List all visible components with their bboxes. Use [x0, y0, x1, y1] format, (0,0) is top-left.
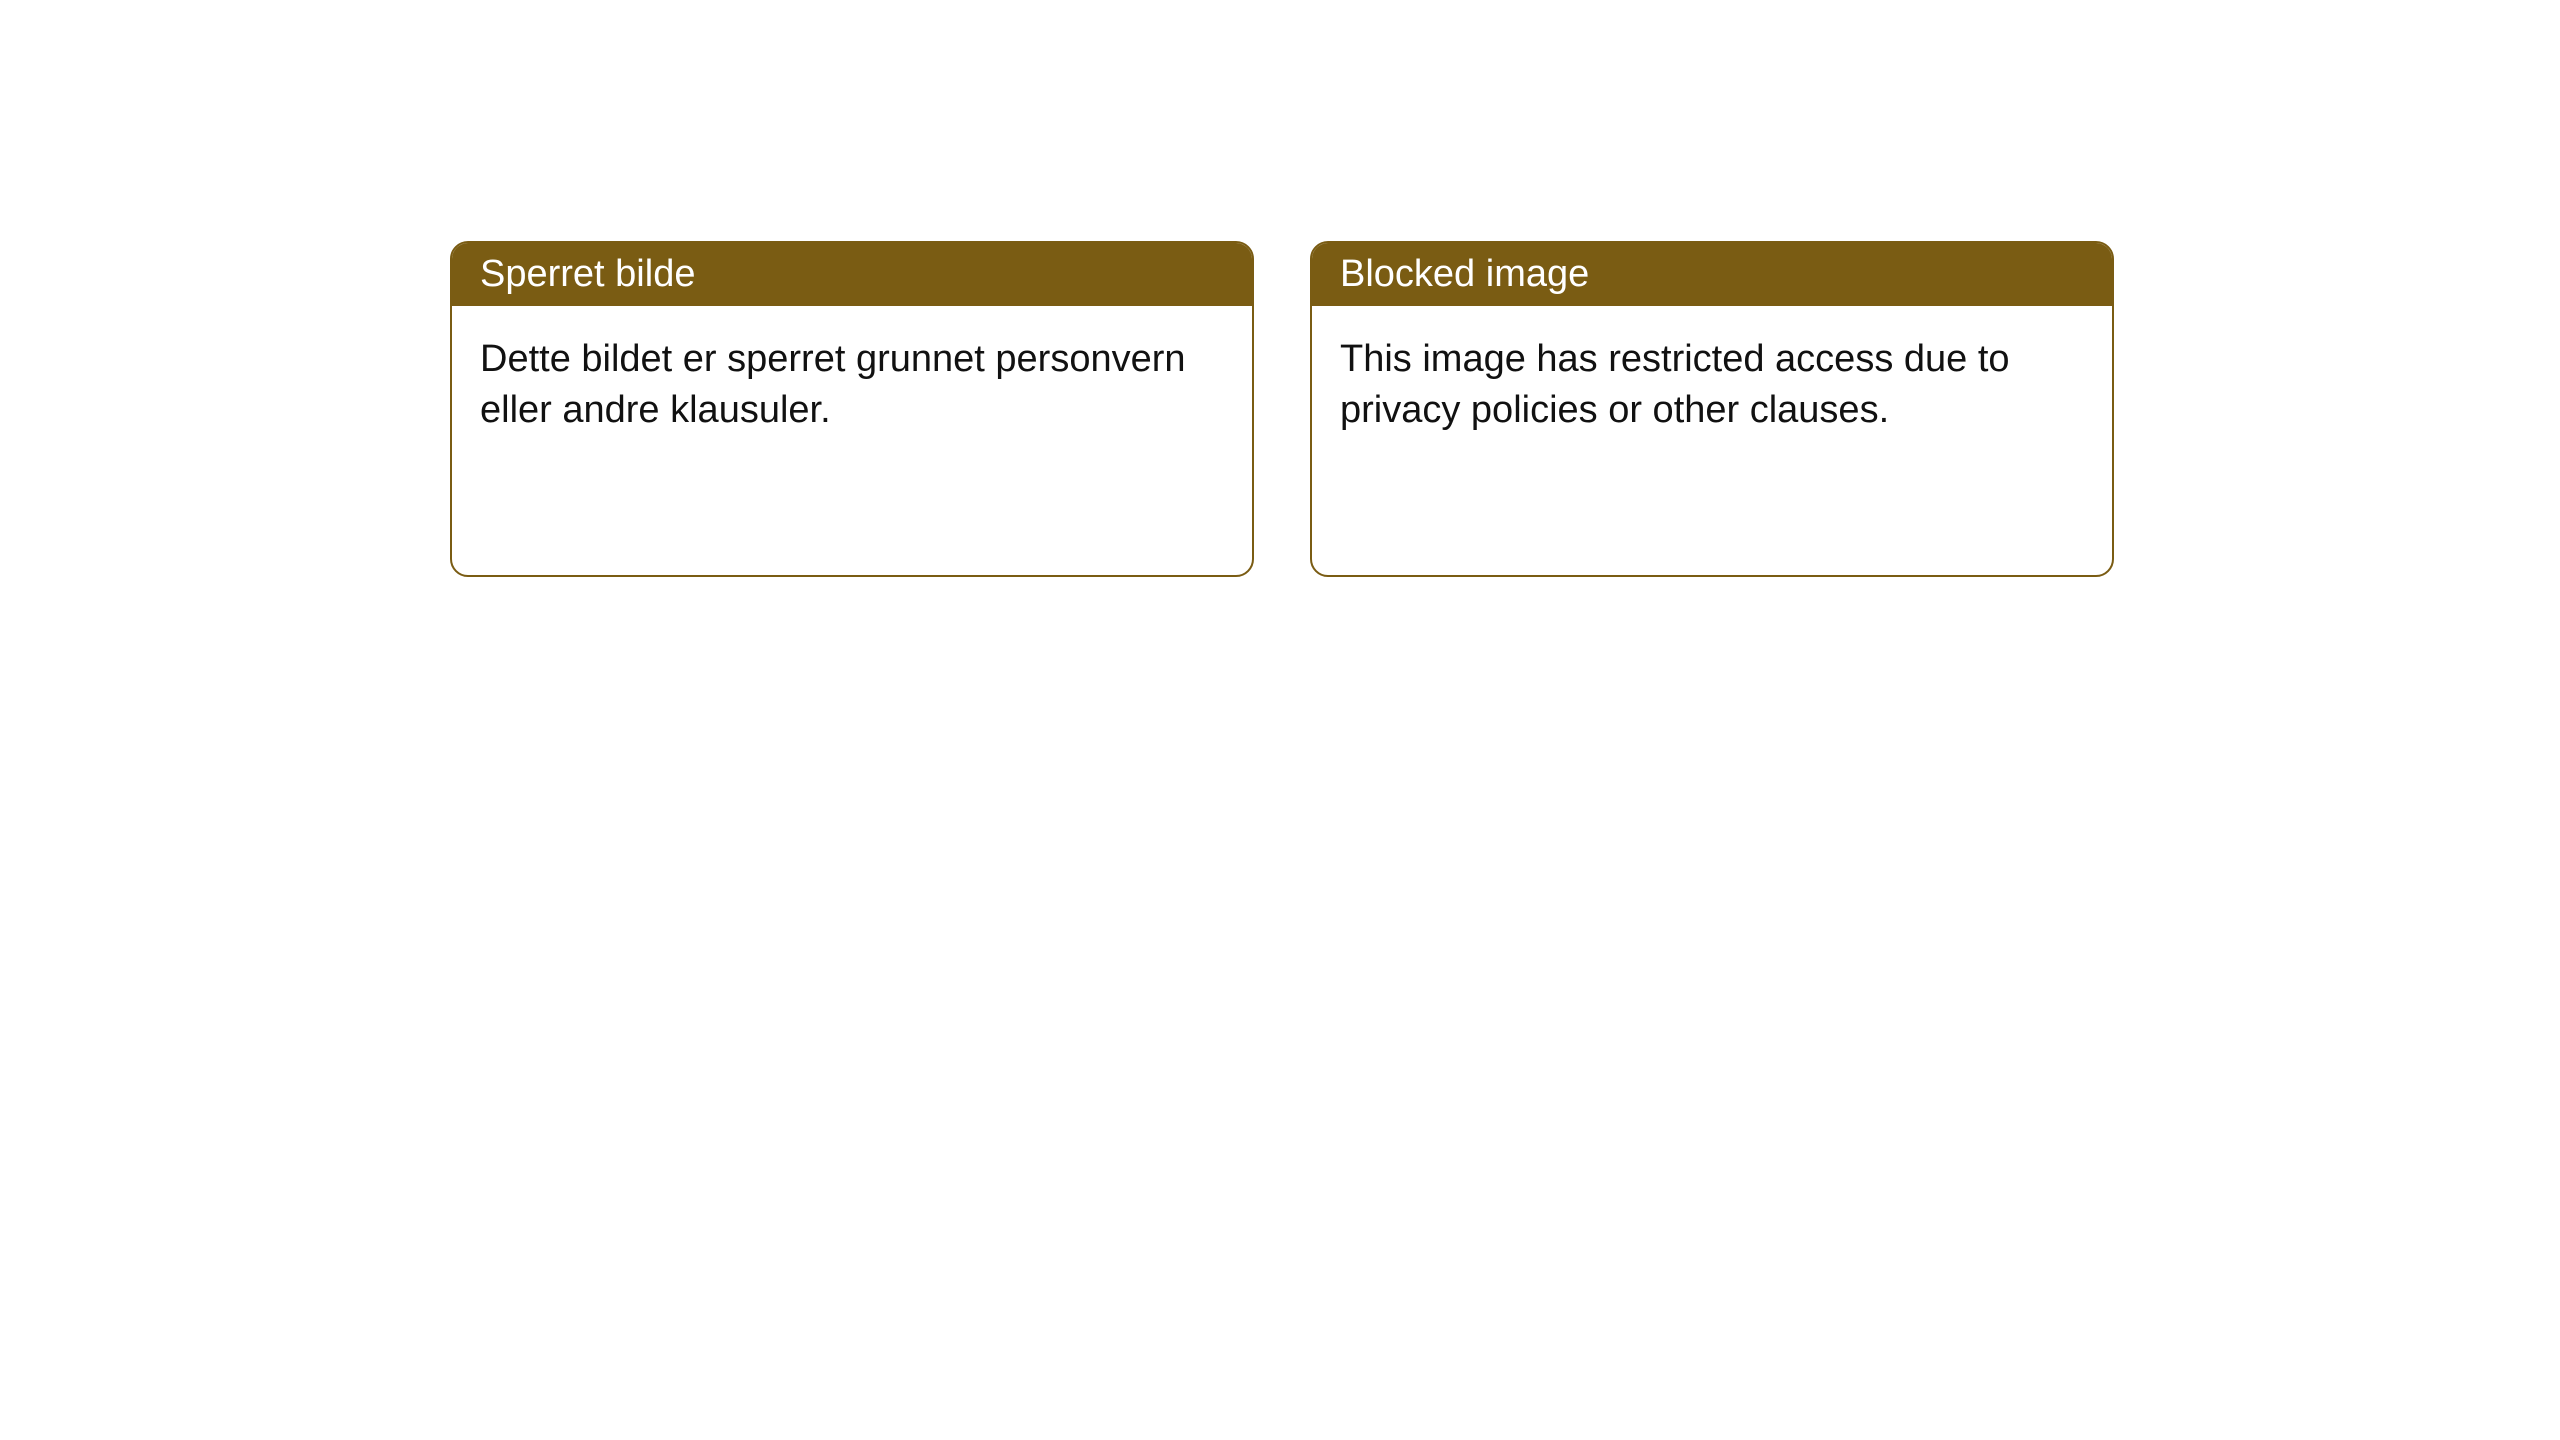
- notice-title: Sperret bilde: [480, 253, 695, 295]
- notice-text: Dette bildet er sperret grunnet personve…: [480, 338, 1186, 431]
- notice-card-english: Blocked image This image has restricted …: [1310, 241, 2114, 577]
- notice-title: Blocked image: [1340, 253, 1589, 295]
- notice-body: This image has restricted access due to …: [1312, 306, 2112, 465]
- notice-header: Blocked image: [1312, 243, 2112, 306]
- notice-header: Sperret bilde: [452, 243, 1252, 306]
- notice-text: This image has restricted access due to …: [1340, 338, 2010, 431]
- notice-body: Dette bildet er sperret grunnet personve…: [452, 306, 1252, 465]
- notice-card-norwegian: Sperret bilde Dette bildet er sperret gr…: [450, 241, 1254, 577]
- notice-container: Sperret bilde Dette bildet er sperret gr…: [0, 0, 2560, 577]
